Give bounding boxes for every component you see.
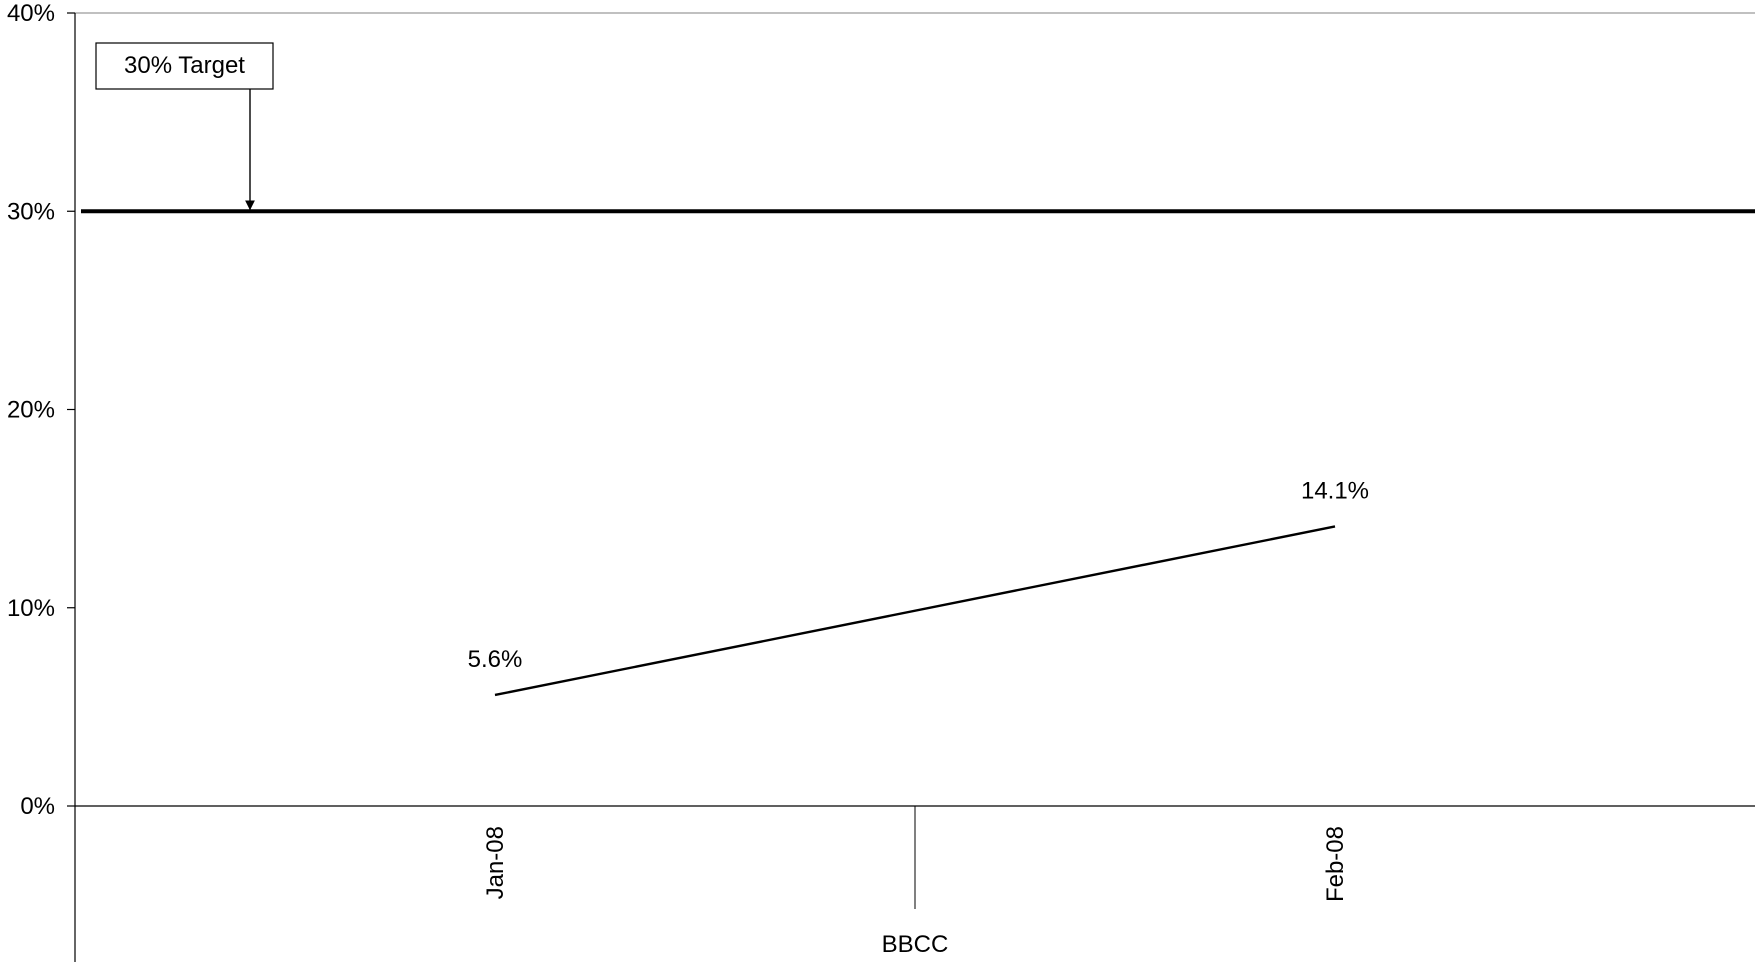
data-label: 5.6% <box>468 646 523 673</box>
y-tick-label: 40% <box>7 0 55 27</box>
y-tick-label: 0% <box>20 793 55 820</box>
x-group-label: BBCC <box>882 931 949 958</box>
series-line <box>494 525 1336 697</box>
y-tick-label: 10% <box>7 595 55 622</box>
y-tick-label: 20% <box>7 397 55 424</box>
y-tick-label: 30% <box>7 198 55 225</box>
x-tick-label: Feb-08 <box>1322 826 1349 902</box>
data-label: 14.1% <box>1301 477 1369 504</box>
target-callout-label: 30% Target <box>124 52 245 79</box>
target-callout-box <box>95 42 274 90</box>
x-tick-label: Jan-08 <box>482 826 509 899</box>
